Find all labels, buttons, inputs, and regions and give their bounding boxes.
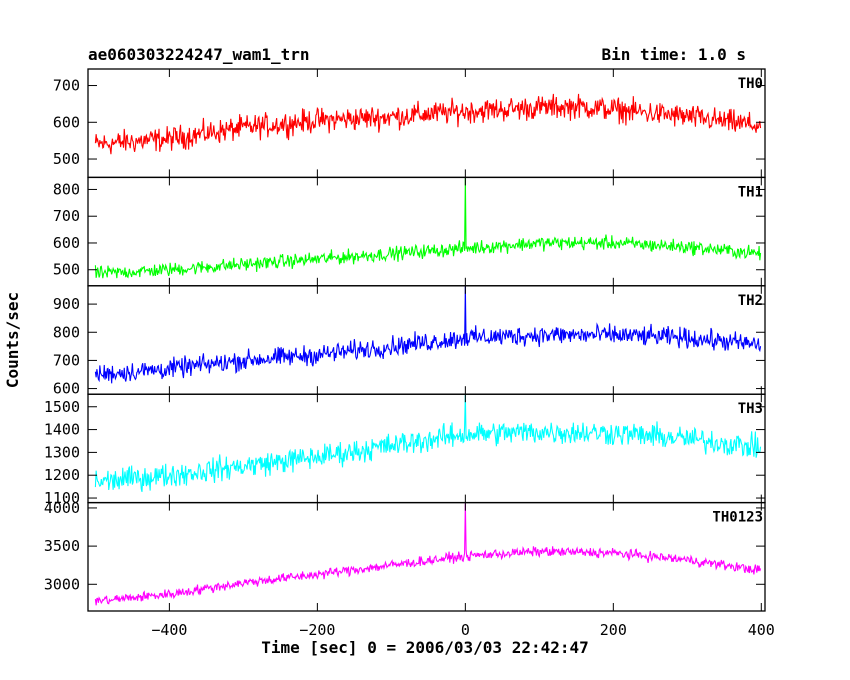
series-line-th2: [94, 285, 762, 384]
x-tick-label: −200: [299, 621, 335, 639]
panel-th0123: 3000 3500 4000 TH0123: [44, 499, 766, 612]
y-tick-label: 3500: [44, 537, 80, 555]
y-tick-label: 1200: [44, 466, 80, 484]
y-tick-label: 600: [53, 113, 80, 131]
panel-label-th2: TH2: [738, 293, 763, 309]
y-tick-label: 1500: [44, 398, 80, 416]
y-tick-label: 1300: [44, 443, 80, 461]
series-line-th0: [94, 93, 762, 155]
x-tick-label: 200: [600, 621, 627, 639]
panel-th3: 1100 1200 1300 1400 1500 TH3: [44, 393, 766, 507]
y-tick-label: 3000: [44, 575, 80, 593]
x-axis: −400 −200 0 200 400: [151, 621, 775, 639]
y-tick-label: 900: [53, 295, 80, 313]
y-tick-label: 1400: [44, 421, 80, 439]
y-tick-label: 4000: [44, 499, 80, 517]
y-tick-label: 700: [53, 77, 80, 95]
panels-group: 500 600 700 TH0 500 600 700 800 TH1 600 700 800 900 T…: [44, 68, 766, 612]
panel-th2: 600 700 800 900 TH2: [53, 285, 766, 398]
panel-label-th0123: TH0123: [712, 510, 763, 526]
y-tick-label: 1100: [44, 489, 80, 507]
chart-title: ae060303224247_wam1_trn: [88, 45, 310, 64]
y-tick-label: 800: [53, 180, 80, 198]
y-tick-label: 700: [53, 207, 80, 225]
y-axis-label: Counts/sec: [3, 292, 22, 388]
series-line-th3: [94, 394, 762, 492]
panel-label-th3: TH3: [738, 401, 763, 417]
bin-time-label: Bin time: 1.0 s: [602, 45, 747, 64]
panel-th1: 500 600 700 800 TH1: [53, 176, 766, 287]
y-tick-label: 500: [53, 261, 80, 279]
series-line-th1: [94, 177, 762, 279]
series-line-th0123: [94, 502, 762, 606]
y-tick-label: 600: [53, 380, 80, 398]
x-tick-label: 400: [748, 621, 775, 639]
y-tick-label: 600: [53, 234, 80, 252]
x-tick-label: −400: [151, 621, 187, 639]
panel-label-th0: TH0: [738, 76, 763, 92]
panel-frame: [87, 68, 766, 179]
y-tick-label: 500: [53, 150, 80, 168]
panel-th0: 500 600 700 TH0: [53, 68, 766, 179]
y-tick-label: 800: [53, 323, 80, 341]
x-axis-label: Time [sec] 0 = 2006/03/03 22:42:47: [261, 638, 589, 657]
panel-label-th1: TH1: [738, 184, 763, 200]
panel-frame: [87, 393, 766, 504]
panel-frame: [87, 501, 766, 612]
x-tick-label: 0: [461, 621, 470, 639]
y-tick-label: 700: [53, 351, 80, 369]
